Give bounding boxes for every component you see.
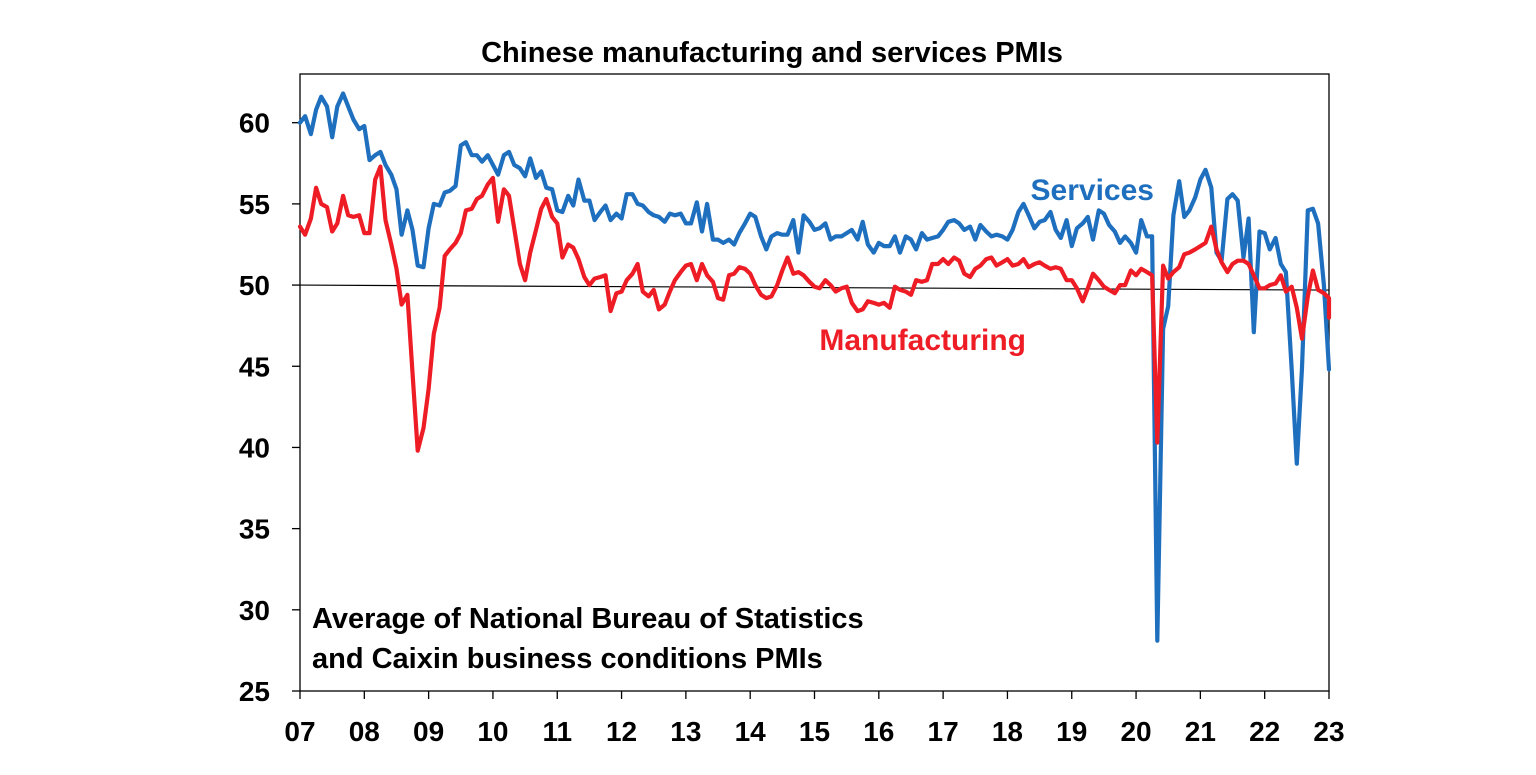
source-annotation: Average of National Bureau of Statistics… <box>312 603 872 675</box>
y-tick-label: 55 <box>239 189 270 220</box>
y-tick-label: 35 <box>239 514 270 545</box>
y-tick-label: 45 <box>239 351 270 382</box>
series-group <box>297 91 1332 643</box>
y-tick-label: 60 <box>239 108 270 139</box>
series-labels: Services Manufacturing <box>819 174 1154 357</box>
x-tick-label: 19 <box>1056 716 1087 747</box>
x-tick-label: 09 <box>413 716 444 747</box>
x-tick-label: 21 <box>1185 716 1216 747</box>
x-tick-label: 10 <box>477 716 508 747</box>
x-tick-label: 07 <box>284 716 315 747</box>
x-tick-label: 18 <box>992 716 1023 747</box>
annotation-line-2: and Caixin business conditions PMIs <box>312 643 823 675</box>
y-tick-label: 30 <box>239 595 270 626</box>
x-tick-label: 22 <box>1249 716 1280 747</box>
manufacturing-series-label: Manufacturing <box>819 324 1026 357</box>
x-tick-label: 11 <box>542 716 572 747</box>
y-tick-label: 50 <box>239 270 270 301</box>
services-series-label: Services <box>1031 174 1154 207</box>
x-tick-label: 13 <box>670 716 701 747</box>
chart-title: Chinese manufacturing and services PMIs <box>481 37 1063 69</box>
manufacturing-series-line <box>297 164 1332 453</box>
x-tick-label: 08 <box>349 716 380 747</box>
x-axis: 07 08 09 10 11 12 13 14 15 16 17 18 19 20 21 22 23 <box>284 691 1345 747</box>
x-tick-label: 17 <box>928 716 959 747</box>
x-tick-label: 16 <box>863 716 894 747</box>
x-tick-label: 20 <box>1120 716 1151 747</box>
x-tick-label: 15 <box>799 716 830 747</box>
y-tick-label: 25 <box>239 676 270 707</box>
x-tick-label: 14 <box>735 716 767 747</box>
y-tick-label: 40 <box>239 432 270 463</box>
y-axis: 25 30 35 40 45 50 55 60 <box>239 108 300 707</box>
x-tick-label: 12 <box>606 716 637 747</box>
annotation-line-1: Average of National Bureau of Statistics <box>312 603 864 635</box>
x-tick-label: 23 <box>1313 716 1344 747</box>
services-series-line <box>297 91 1332 643</box>
